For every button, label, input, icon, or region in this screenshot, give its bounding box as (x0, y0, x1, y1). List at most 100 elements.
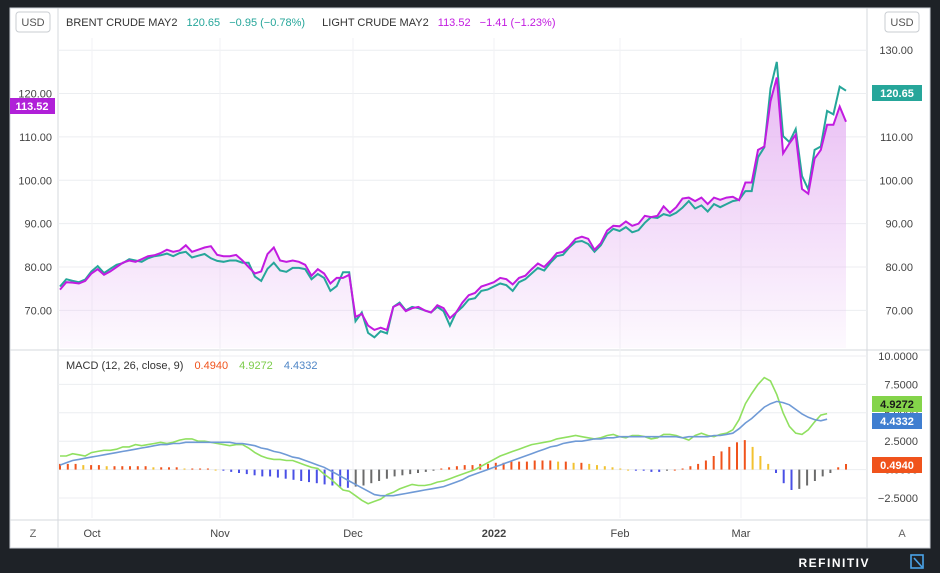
macd-legend-macd: 4.9272 (239, 360, 273, 372)
histogram-bar (502, 462, 505, 470)
zoom-toggle-button[interactable]: Z (30, 528, 37, 540)
brand-logo-icon (910, 554, 924, 569)
histogram-bar (393, 469, 396, 477)
light-legend-change: −1.41 (−1.23%) (480, 17, 556, 29)
histogram-bar (728, 446, 731, 470)
histogram-bar (417, 469, 419, 473)
histogram-bar (129, 466, 131, 470)
histogram-bar (354, 469, 357, 487)
histogram-bar (627, 469, 630, 471)
macd-badge-text: 4.9272 (880, 399, 914, 411)
time-axis: Oct Nov Dec 2022 Feb Mar (83, 528, 750, 540)
histogram-bar (276, 469, 279, 478)
left-tick-label: 120.00 (18, 89, 52, 101)
time-tick-label: Nov (210, 528, 230, 540)
left-tick-label: 90.00 (24, 219, 52, 231)
light-crude-area (60, 77, 846, 348)
histogram-bar (518, 461, 521, 470)
histogram-bar (588, 463, 591, 470)
histogram-bar (767, 463, 770, 470)
signal-badge (872, 413, 922, 429)
signal-line (59, 400, 828, 497)
brent-legend-name: BRENT CRUDE MAY2 (66, 17, 177, 29)
left-scale-box[interactable] (15, 11, 51, 33)
macd-tick-label: −2.5000 (878, 493, 918, 505)
right-tick-label: 110.00 (880, 132, 913, 144)
histogram-bar (681, 468, 684, 470)
histogram-bar (775, 469, 777, 473)
histogram-bar (97, 465, 100, 470)
histogram-bar (238, 469, 240, 473)
histogram-bar (230, 469, 233, 472)
histogram-bar (736, 442, 738, 470)
macd-badge (872, 396, 922, 412)
histogram-bar (378, 469, 381, 481)
histogram-bar (666, 469, 668, 471)
histogram-bar (525, 461, 528, 470)
histogram-bar (689, 466, 692, 470)
histogram-bar (432, 469, 435, 471)
histogram-bar (743, 440, 746, 470)
histogram-bar (175, 467, 178, 470)
histogram-bar (782, 469, 785, 484)
time-tick-label: 2022 (482, 528, 506, 540)
left-price-axis: 120.00 110.00 100.00 90.00 80.00 70.00 (18, 89, 52, 318)
histogram-bar (308, 469, 310, 483)
histogram-bar (82, 465, 85, 470)
histogram-bar (66, 463, 69, 470)
histogram-bar (284, 469, 287, 479)
histogram-bar (315, 469, 318, 484)
histogram-bar (751, 446, 754, 470)
histogram-bar (603, 466, 606, 470)
time-tick-label: Mar (732, 528, 751, 540)
histogram-bar (580, 462, 583, 470)
left-tick-label: 110.00 (19, 132, 52, 144)
histogram-bar (385, 469, 388, 479)
histogram-bar (837, 467, 840, 470)
histogram-bar (74, 463, 77, 470)
histogram-bar (564, 461, 567, 470)
histogram-bar (533, 460, 536, 470)
histogram-badge (872, 457, 922, 473)
histogram-bar (572, 462, 575, 470)
right-tick-label: 130.00 (879, 45, 913, 57)
histogram-bar (183, 468, 186, 470)
histogram-bar (214, 469, 217, 471)
histogram-bar (113, 466, 116, 470)
histogram-bar (300, 469, 303, 481)
price-legend: BRENT CRUDE MAY2 120.65 −0.95 (−0.78%) L… (66, 17, 556, 29)
histogram-bar (160, 467, 163, 470)
histogram-bar (346, 469, 349, 488)
light-legend-value: 113.52 (438, 17, 471, 29)
histogram-bar (152, 467, 155, 470)
histogram-bar (611, 467, 614, 470)
macd-tick-label: 2.5000 (884, 436, 918, 448)
auto-scale-button[interactable]: A (898, 528, 906, 540)
right-tick-label: 80.00 (885, 262, 913, 274)
macd-legend-signal: 4.4332 (284, 360, 318, 372)
histogram-bar (401, 469, 404, 476)
macd-tick-label: 7.5000 (884, 379, 918, 391)
light-legend-name: LIGHT CRUDE MAY2 (322, 17, 429, 29)
histogram-bar (650, 469, 653, 472)
right-scale-box[interactable] (884, 11, 920, 33)
light-crude-line (59, 77, 847, 332)
histogram-bar (463, 465, 466, 470)
histogram-bar (704, 460, 707, 470)
histogram-bar (806, 469, 809, 486)
histogram-bar (821, 469, 824, 477)
histogram-bar (168, 467, 170, 470)
time-tick-label: Feb (611, 528, 630, 540)
histogram-bar (541, 460, 544, 470)
histogram-bar (206, 468, 209, 470)
histogram-bar (121, 466, 124, 470)
histogram-bar (199, 468, 202, 470)
histogram-bar (712, 456, 715, 470)
histogram-bar (409, 469, 412, 475)
macd-legend-label: MACD (12, 26, close, 9) (66, 360, 183, 372)
left-scale-label: USD (21, 17, 44, 29)
histogram-bar (557, 461, 560, 470)
time-tick-label: Oct (83, 528, 100, 540)
histogram-bar (105, 466, 108, 470)
histogram-bar (59, 463, 61, 470)
